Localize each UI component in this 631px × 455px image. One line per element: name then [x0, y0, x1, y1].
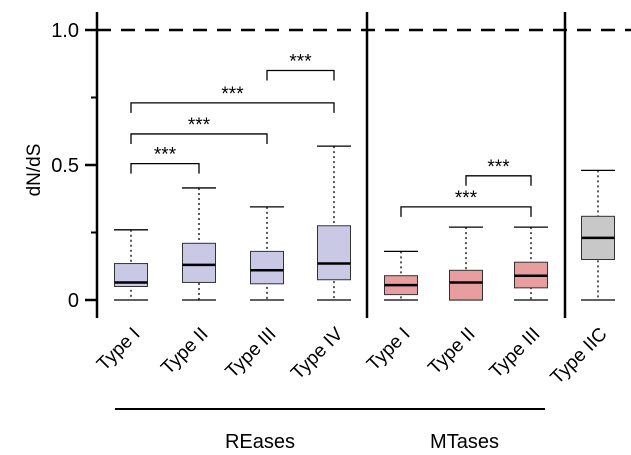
- significance-bracket: ***: [130, 84, 335, 113]
- significance-label: ***: [188, 115, 211, 136]
- significance-bracket: ***: [130, 145, 200, 174]
- group-label: REases: [225, 431, 295, 453]
- box-2: [182, 187, 216, 301]
- significance-brackets: *** *** *** *** *** ***: [130, 52, 532, 217]
- significance-label: ***: [154, 145, 177, 166]
- significance-bracket: ***: [266, 52, 335, 81]
- box-body: [182, 242, 216, 283]
- bracket-line: [130, 133, 268, 144]
- box-body: [449, 269, 483, 301]
- significance-label: ***: [221, 84, 244, 105]
- box-series: [114, 145, 615, 301]
- significance-bracket: ***: [400, 188, 532, 217]
- significance-label: ***: [289, 52, 312, 73]
- group-labels: REases MTases: [115, 408, 545, 453]
- category-label: Type IIC: [547, 324, 612, 389]
- category-label: Type I: [93, 324, 144, 375]
- category-label: Type III: [222, 324, 281, 383]
- y-tick-label: 0.5: [51, 155, 79, 177]
- category-label: Type II: [157, 324, 212, 379]
- y-axis: 0 0.5 1.0 dN/dS: [24, 12, 99, 318]
- bracket-line: [130, 163, 200, 174]
- box-6: [449, 226, 483, 301]
- bracket-line: [465, 175, 532, 186]
- group-label: MTases: [430, 431, 499, 453]
- y-tick-label: 1.0: [51, 20, 79, 42]
- x-axis-labels: Type I Type II Type III Type IV Type I Type I…: [93, 323, 611, 388]
- y-tick-label: 0: [68, 290, 79, 312]
- box-8: [581, 169, 615, 301]
- bracket-line: [130, 102, 335, 113]
- bracket-line: [266, 69, 335, 81]
- box-7: [514, 226, 548, 301]
- box-body: [250, 250, 284, 285]
- box-3: [250, 206, 284, 301]
- significance-bracket: ***: [130, 115, 268, 144]
- category-label: Type IV: [287, 323, 348, 384]
- box-4: [317, 145, 351, 301]
- significance-label: ***: [455, 188, 478, 209]
- category-label: Type I: [363, 324, 414, 375]
- significance-bracket: ***: [465, 157, 532, 186]
- box-body: [114, 263, 148, 287]
- box-body: [317, 225, 351, 281]
- plot-frame: [97, 12, 631, 318]
- significance-label: ***: [487, 157, 510, 178]
- category-label: Type II: [424, 324, 479, 379]
- bracket-line: [400, 206, 532, 217]
- category-label: Type III: [486, 324, 545, 383]
- y-axis-label: dN/dS: [24, 144, 45, 197]
- box-5: [384, 250, 418, 301]
- box-1: [114, 229, 148, 301]
